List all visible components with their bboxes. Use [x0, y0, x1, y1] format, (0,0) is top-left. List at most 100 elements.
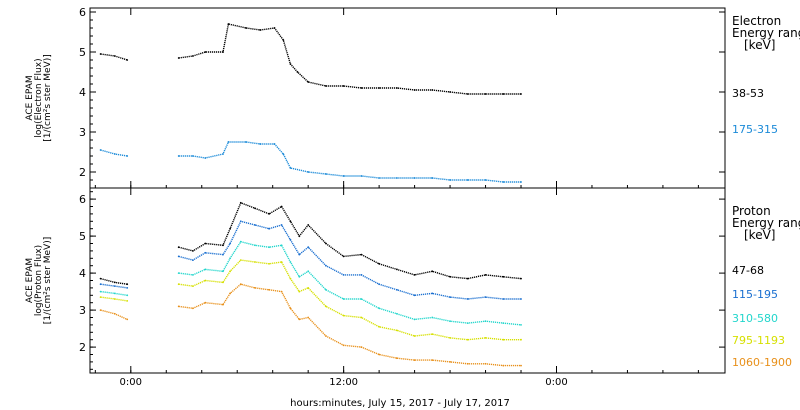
- data-point: [342, 175, 345, 177]
- data-point: [413, 89, 416, 91]
- y-axis-label: [1/(cm²s ster MeV)]: [43, 237, 53, 324]
- data-point: [239, 259, 242, 261]
- data-point: [360, 274, 363, 276]
- data-point: [325, 305, 327, 308]
- data-point: [520, 324, 522, 326]
- data-point: [466, 298, 469, 300]
- data-point: [466, 93, 469, 95]
- data-point: [245, 27, 248, 29]
- data-point: [413, 359, 416, 361]
- data-point: [254, 261, 256, 263]
- data-point: [502, 364, 505, 367]
- data-point: [254, 224, 256, 226]
- y-axis-label: [1/(cm²s ster MeV)]: [43, 54, 53, 141]
- data-point: [484, 93, 487, 95]
- data-point: [298, 290, 301, 293]
- data-point: [229, 292, 232, 295]
- data-point: [113, 153, 116, 155]
- data-point: [239, 201, 242, 204]
- legend-title: Energy range: [732, 26, 800, 40]
- data-point: [520, 93, 522, 95]
- data-point: [360, 175, 363, 177]
- data-point: [413, 318, 416, 321]
- data-point: [449, 275, 451, 278]
- data-point: [289, 307, 292, 310]
- data-point: [502, 338, 505, 341]
- data-point: [239, 220, 242, 223]
- data-point: [99, 309, 102, 311]
- data-point: [378, 325, 380, 328]
- data-point: [192, 285, 194, 287]
- data-point: [204, 51, 207, 53]
- data-point: [449, 361, 451, 363]
- data-point: [177, 255, 180, 258]
- data-point: [268, 288, 270, 291]
- data-point: [126, 59, 129, 61]
- data-point: [325, 288, 327, 291]
- data-point: [282, 39, 285, 41]
- x-tick-labels: 0:00 12:00 0:00: [120, 377, 568, 388]
- legend-title: [keV]: [744, 228, 775, 242]
- data-point: [273, 143, 276, 145]
- y-tick-label: 2: [79, 166, 86, 179]
- data-point: [325, 173, 327, 175]
- data-point: [449, 91, 451, 93]
- data-point: [99, 277, 102, 280]
- data-point: [502, 322, 505, 324]
- x-tick-label: 12:00: [329, 377, 358, 388]
- data-point: [239, 240, 242, 243]
- data-point: [227, 141, 230, 143]
- data-point: [177, 155, 180, 157]
- data-point: [325, 85, 327, 87]
- data-point: [113, 312, 116, 315]
- data-point: [502, 181, 505, 183]
- data-point: [342, 344, 345, 347]
- legend-title: [keV]: [744, 38, 775, 52]
- data-point: [289, 277, 292, 280]
- data-point: [342, 274, 345, 276]
- data-point: [177, 272, 180, 274]
- data-point: [227, 23, 230, 25]
- data-point: [396, 357, 398, 360]
- legend-entry: 795-1193: [732, 334, 785, 347]
- data-point: [325, 242, 327, 245]
- legend-entry: 115-195: [732, 288, 778, 301]
- data-point: [126, 155, 129, 157]
- data-point: [289, 220, 292, 223]
- data-point: [113, 281, 116, 284]
- data-point: [378, 177, 380, 179]
- data-point: [192, 250, 194, 252]
- data-point: [360, 298, 363, 300]
- series-1060-1900: [99, 283, 522, 367]
- data-point: [484, 296, 487, 298]
- y-tick-label: 3: [79, 126, 86, 139]
- data-point: [307, 316, 310, 319]
- data-point: [360, 346, 363, 348]
- data-point: [259, 29, 262, 31]
- data-point: [360, 87, 363, 89]
- data-point: [520, 298, 522, 300]
- data-point: [273, 27, 276, 29]
- data-point: [466, 179, 469, 181]
- data-point: [484, 274, 487, 276]
- data-point: [307, 81, 310, 83]
- data-point: [204, 251, 207, 254]
- data-point: [113, 292, 116, 295]
- data-point: [296, 71, 299, 73]
- data-point: [229, 270, 232, 273]
- data-point: [325, 264, 327, 267]
- data-point: [222, 153, 224, 155]
- data-point: [177, 283, 180, 286]
- data-point: [177, 57, 180, 59]
- data-point: [254, 244, 256, 247]
- legend-entry: 175-315: [732, 123, 778, 136]
- data-point: [280, 290, 283, 293]
- data-point: [413, 177, 416, 179]
- data-point: [396, 177, 398, 179]
- y-axis-label: ACE EPAM: [25, 258, 35, 303]
- series-line: [178, 23, 521, 95]
- data-point: [413, 274, 416, 276]
- data-point: [280, 244, 283, 247]
- legend-title: Energy range: [732, 216, 800, 230]
